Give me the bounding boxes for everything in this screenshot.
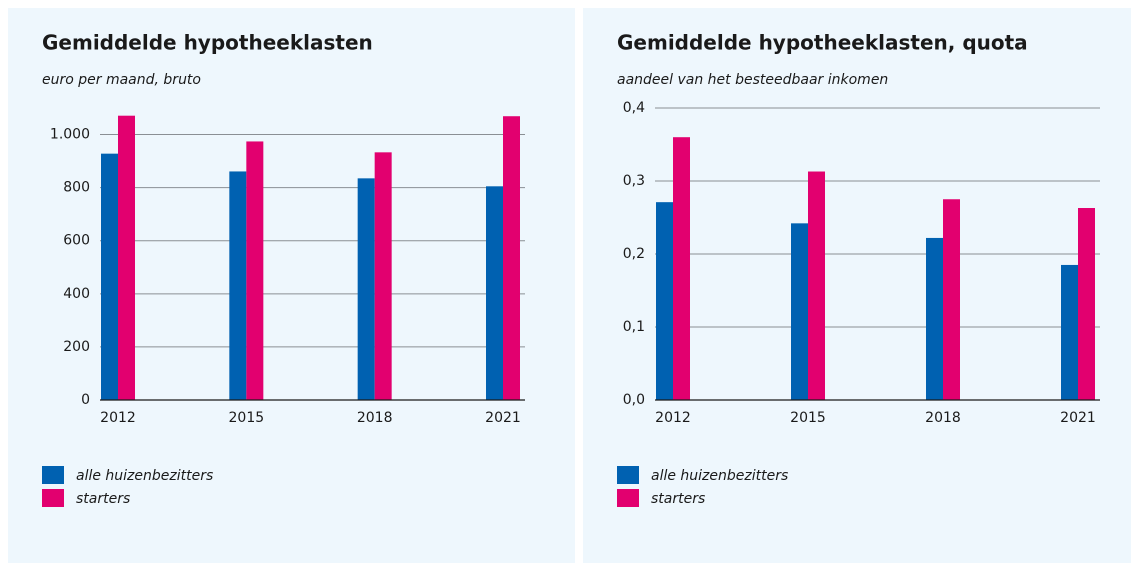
legend-label: starters: [651, 491, 705, 507]
bar: [1061, 264, 1078, 400]
x-tick-label: 2018: [357, 410, 393, 426]
bar: [808, 171, 825, 400]
bar: [101, 153, 118, 400]
x-tick-label: 2015: [229, 410, 265, 426]
y-tick-label: 0,4: [623, 100, 645, 116]
legend-swatch: [42, 489, 64, 507]
x-tick-label: 2012: [100, 410, 136, 426]
y-tick-label: 400: [63, 286, 90, 302]
chart-title: Gemiddelde hypotheeklasten: [42, 31, 373, 55]
bar: [486, 186, 503, 400]
legend-label: starters: [76, 491, 130, 507]
chart-subtitle: aandeel van het besteedbaar inkomen: [617, 72, 888, 88]
y-tick-label: 0,0: [623, 392, 645, 408]
chart-title: Gemiddelde hypotheeklasten, quota: [617, 31, 1028, 55]
legend-swatch: [617, 489, 639, 507]
bar: [503, 116, 520, 400]
legend-label: alle huizenbezitters: [76, 468, 213, 484]
y-tick-label: 0,3: [623, 173, 645, 189]
chart: Gemiddelde hypotheeklasten, quota aandeel…: [617, 31, 1100, 507]
bar: [357, 178, 375, 400]
y-tick-label: 600: [63, 233, 90, 249]
bar: [229, 171, 247, 400]
y-tick-label: 0,2: [623, 246, 645, 262]
x-tick-label: 2021: [1060, 410, 1096, 426]
bar: [1078, 208, 1095, 400]
y-tick-label: 200: [63, 339, 90, 355]
bar: [246, 141, 264, 400]
bar: [118, 115, 135, 400]
x-tick-label: 2015: [790, 410, 826, 426]
y-tick-label: 0: [81, 392, 90, 408]
legend-label: alle huizenbezitters: [651, 468, 788, 484]
y-tick-label: 800: [63, 180, 90, 196]
x-tick-label: 2012: [655, 410, 691, 426]
chart-subtitle: euro per maand, bruto: [42, 72, 201, 88]
bar: [656, 202, 673, 400]
bar: [926, 237, 943, 400]
x-tick-label: 2018: [925, 410, 961, 426]
bar: [943, 199, 960, 400]
x-tick-label: 2021: [485, 410, 521, 426]
bar: [374, 152, 392, 400]
y-tick-label: 1.000: [50, 127, 90, 143]
legend-swatch: [42, 466, 64, 484]
y-tick-label: 0,1: [623, 319, 645, 335]
bar: [791, 223, 808, 400]
bar: [673, 137, 690, 400]
legend-swatch: [617, 466, 639, 484]
chart: Gemiddelde hypotheeklasten euro per maand…: [42, 31, 525, 507]
